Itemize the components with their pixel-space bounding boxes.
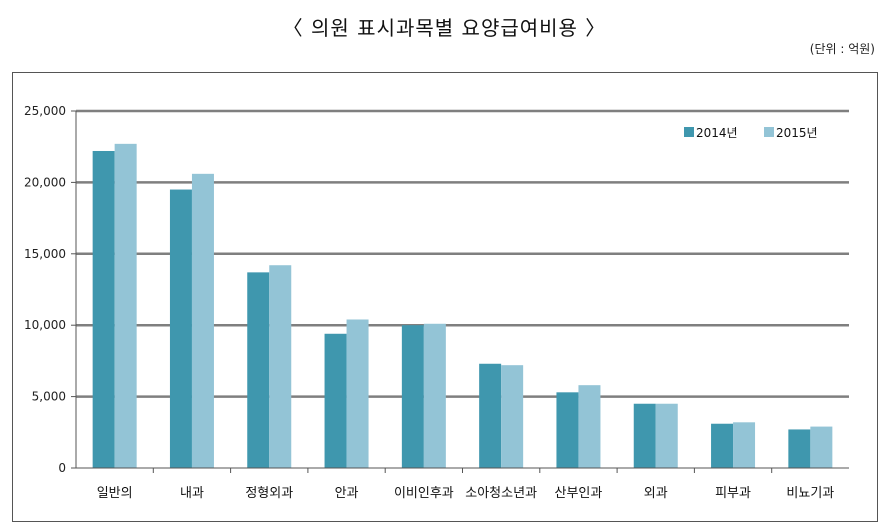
bar-2014 — [711, 423, 734, 468]
x-tick-label: 일반의 — [97, 486, 133, 501]
bar-2014 — [324, 333, 347, 468]
bars — [92, 143, 833, 469]
unit-label: (단위 : 억원) — [809, 42, 875, 56]
bar-2014 — [788, 429, 811, 468]
y-tick-label: 5,000 — [32, 390, 66, 404]
chart-title: 〈 의원 표시과목별 요양급여비용 〉 — [282, 16, 607, 40]
y-tick-label: 15,000 — [24, 247, 66, 261]
bar-2014 — [92, 150, 115, 468]
bar-2014 — [633, 403, 656, 468]
x-tick-label: 내과 — [180, 486, 204, 501]
bar-2015 — [191, 173, 214, 468]
y-axis-ticks: 0 5,000 10,000 15,000 20,000 25,000 — [24, 104, 76, 475]
y-tick-label: 0 — [58, 461, 66, 475]
bar-2014 — [169, 189, 192, 469]
bar-2015 — [423, 323, 446, 468]
bar-2015 — [269, 265, 292, 468]
legend-label: 2015년 — [776, 126, 818, 140]
bar-2015 — [346, 319, 369, 468]
bar-2014 — [401, 325, 424, 468]
x-tick-label: 이비인후과 — [394, 486, 454, 501]
x-tick-label: 피부과 — [715, 486, 751, 501]
x-tick-label: 산부인과 — [555, 486, 603, 501]
bar-2015 — [501, 365, 524, 468]
y-tick-label: 10,000 — [24, 318, 66, 332]
y-tick-label: 25,000 — [24, 104, 66, 118]
bar-2014 — [247, 272, 270, 468]
y-tick-label: 20,000 — [24, 175, 66, 189]
bar-2014 — [479, 363, 502, 468]
bar-2015 — [114, 143, 137, 468]
x-tick-label: 외과 — [644, 486, 668, 501]
legend-label: 2014년 — [696, 126, 738, 140]
x-tick-label: 소아청소년과 — [465, 486, 537, 501]
legend-swatch — [684, 127, 694, 137]
x-axis-labels: 일반의 내과 정형외과 안과 이비인후과 소아청소년과 산부인과 외과 피부과 비뇨기과 — [97, 486, 835, 501]
axes — [75, 111, 849, 473]
legend-swatch — [764, 127, 774, 137]
bar-2014 — [556, 392, 579, 468]
bar-2015 — [733, 422, 756, 468]
chart-frame — [12, 72, 878, 522]
legend: 2014년 2015년 — [684, 126, 818, 140]
x-tick-label: 정형외과 — [245, 486, 293, 501]
bar-2015 — [655, 403, 678, 468]
bar-2015 — [810, 426, 833, 468]
x-tick-label: 비뇨기과 — [786, 486, 834, 501]
x-tick-label: 안과 — [335, 486, 359, 501]
bar-2015 — [578, 385, 601, 468]
